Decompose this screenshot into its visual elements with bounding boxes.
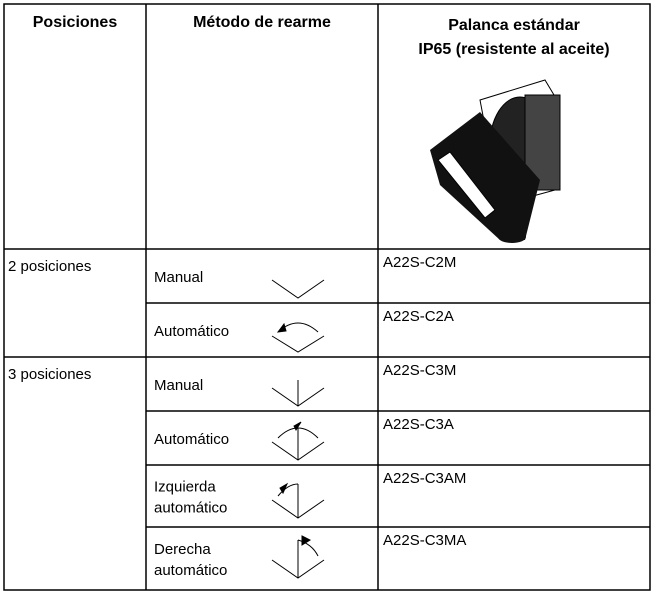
method-label: Automático xyxy=(154,431,229,448)
method-label: Izquierda xyxy=(154,479,216,496)
positions-label: 3 posiciones xyxy=(8,366,91,383)
model-label: A22S-C3MA xyxy=(383,532,466,549)
model-label: A22S-C2M xyxy=(383,254,456,271)
header-method: Método de rearme xyxy=(193,14,331,31)
method-label: automático xyxy=(154,500,227,517)
method-label: Automático xyxy=(154,323,229,340)
method-label: Manual xyxy=(154,377,203,394)
method-label: Derecha xyxy=(154,541,211,558)
model-label: A22S-C2A xyxy=(383,308,454,325)
model-label: A22S-C3M xyxy=(383,362,456,379)
method-label: automático xyxy=(154,562,227,579)
header-lever: Palanca estándar xyxy=(448,17,580,34)
table-grid xyxy=(3,3,651,591)
model-label: A22S-C3AM xyxy=(383,470,466,487)
header-lever: IP65 (resistente al aceite) xyxy=(418,41,609,58)
reset-icons xyxy=(271,279,325,579)
method-label: Manual xyxy=(154,269,203,286)
positions-label: 2 posiciones xyxy=(8,258,91,275)
model-label: A22S-C3A xyxy=(383,416,454,433)
header-positions: Posiciones xyxy=(33,14,118,31)
product-image xyxy=(430,79,561,243)
